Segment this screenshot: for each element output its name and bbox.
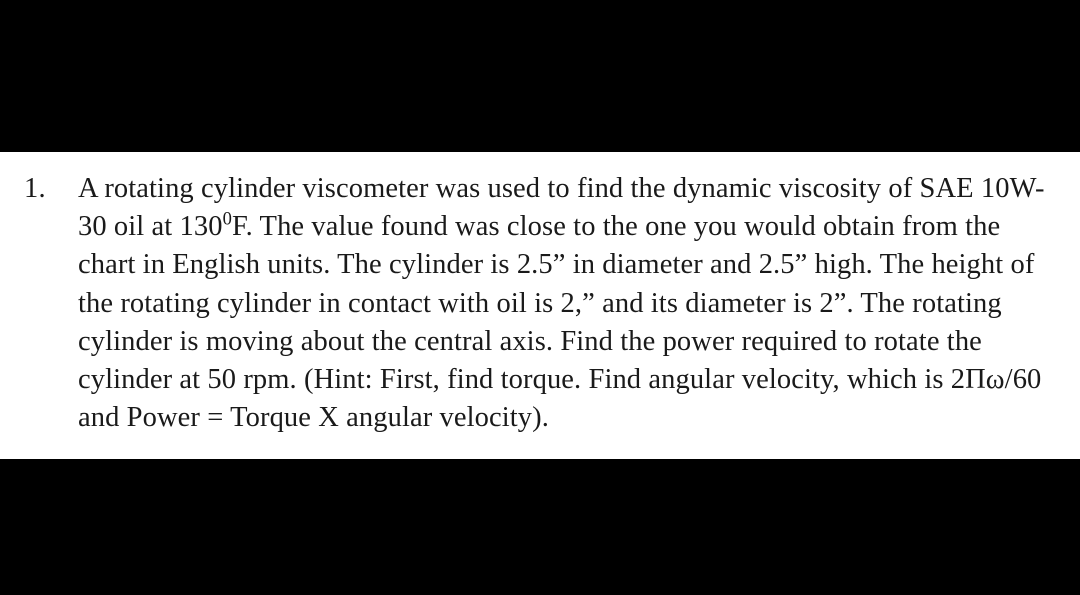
problem-item: 1. A rotating cylinder viscometer was us… — [18, 170, 1062, 437]
document-strip: 1. A rotating cylinder viscometer was us… — [0, 152, 1080, 459]
problem-number: 1. — [18, 170, 78, 208]
problem-body: A rotating cylinder viscometer was used … — [78, 170, 1062, 437]
